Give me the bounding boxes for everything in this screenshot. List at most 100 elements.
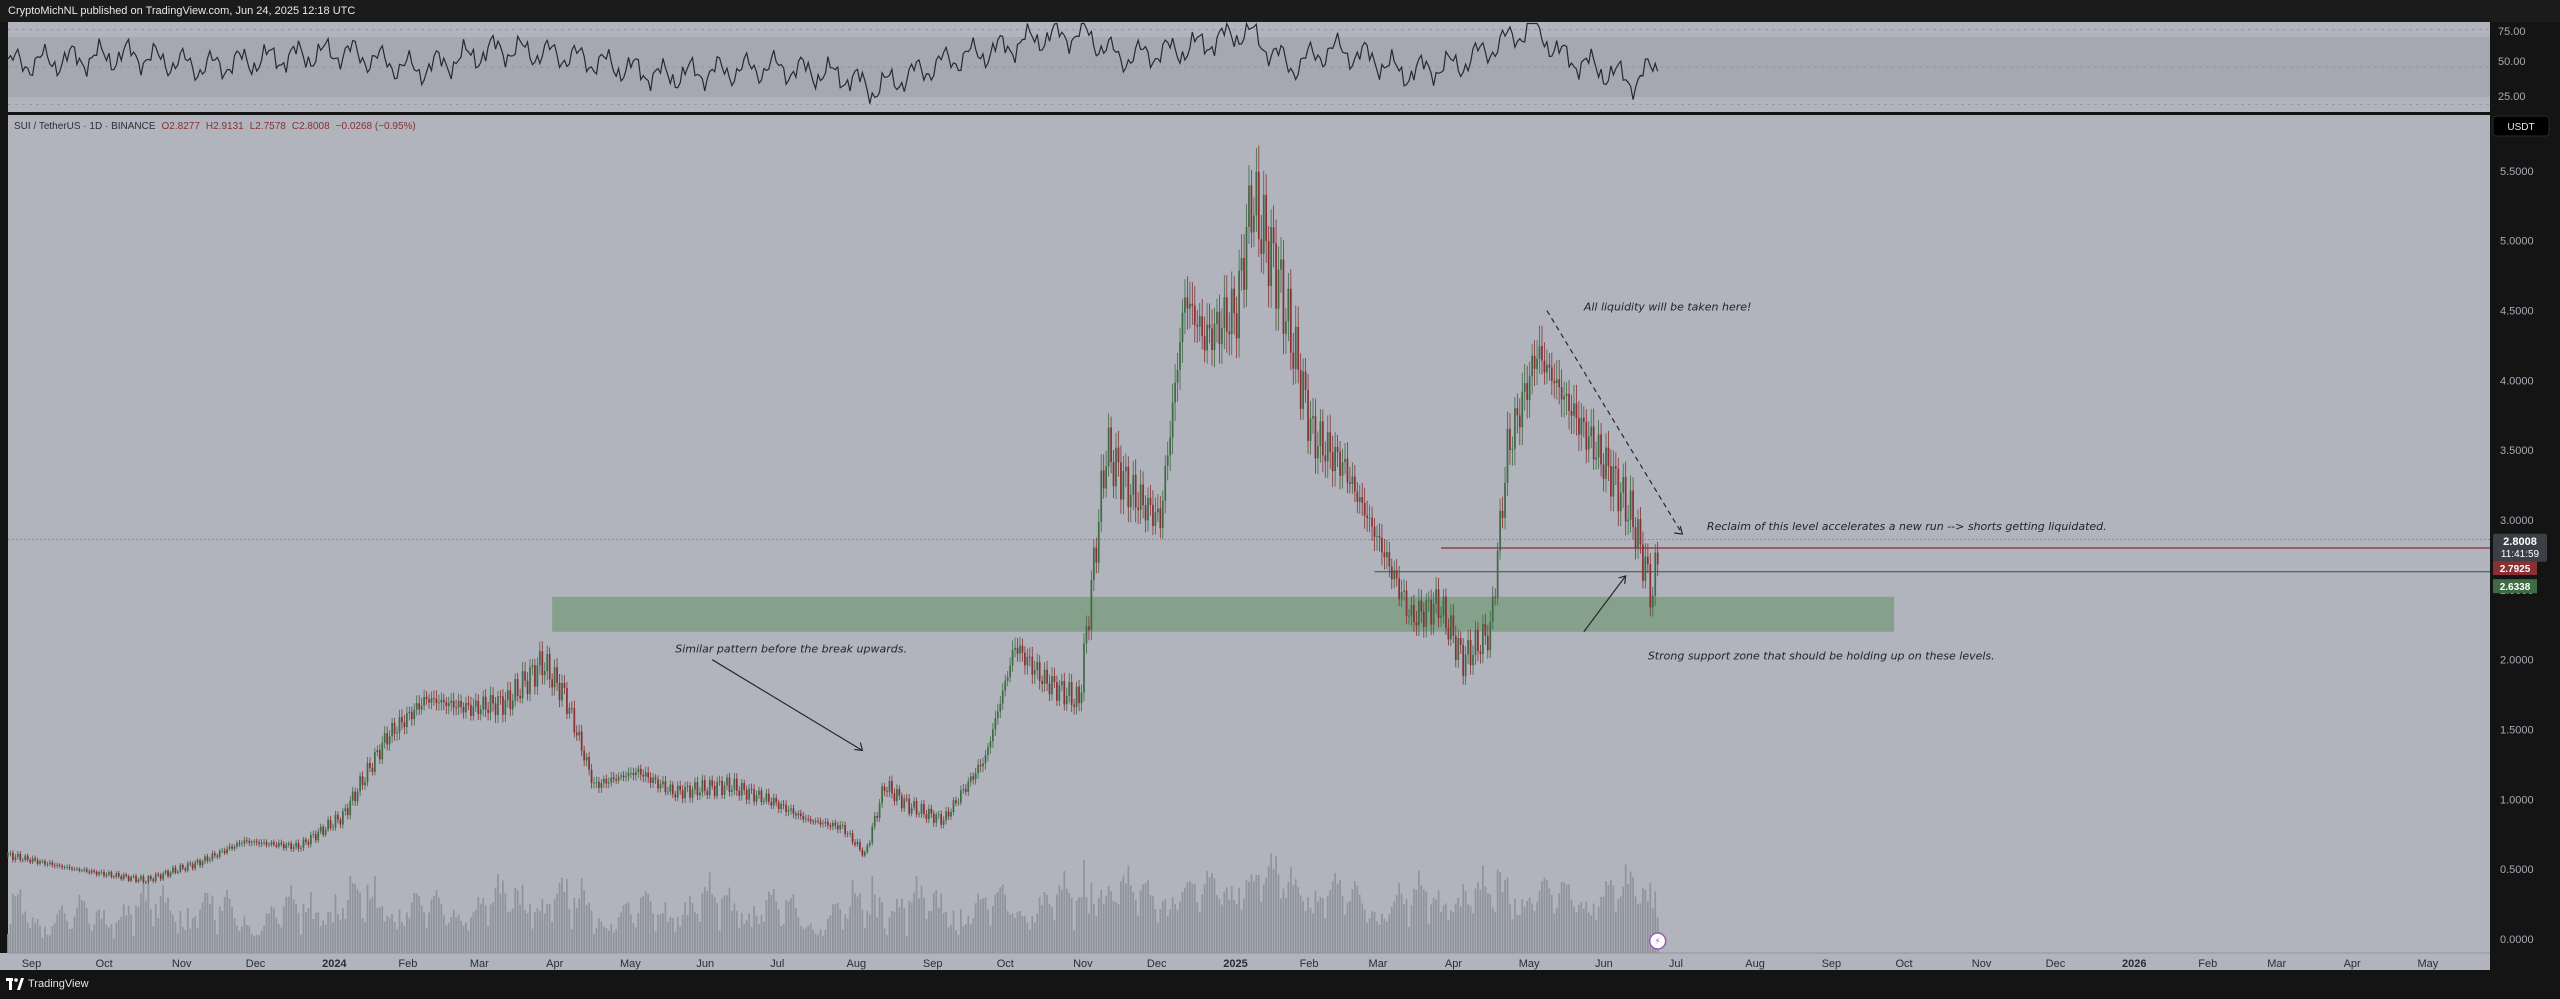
time-tick-label: Apr bbox=[546, 958, 563, 970]
volume-bar bbox=[637, 912, 640, 953]
volume-bar bbox=[546, 903, 549, 953]
volume-bar bbox=[406, 912, 408, 953]
candle-body bbox=[765, 793, 768, 801]
volume-bar bbox=[960, 909, 962, 953]
candle-body bbox=[1043, 669, 1046, 684]
currency-badge-box bbox=[2492, 115, 2550, 137]
volume-bar bbox=[1484, 886, 1487, 953]
candle-body bbox=[1240, 257, 1243, 271]
candle-body bbox=[849, 833, 851, 834]
candle-body bbox=[1309, 418, 1312, 441]
candle-body bbox=[1432, 603, 1435, 625]
currency-badge[interactable]: USDT bbox=[2492, 115, 2550, 137]
candle-body bbox=[329, 819, 332, 828]
candle-body bbox=[578, 731, 581, 736]
candle-body bbox=[883, 786, 886, 791]
candle-body bbox=[1294, 326, 1297, 369]
candle-body bbox=[940, 814, 943, 825]
candle-body bbox=[524, 671, 526, 681]
volume-bar bbox=[1319, 896, 1322, 953]
candle-body bbox=[942, 820, 945, 825]
volume-bar bbox=[1462, 883, 1465, 953]
candle-body bbox=[1083, 643, 1085, 693]
volume-bar bbox=[809, 923, 812, 953]
volume-bar bbox=[9, 924, 12, 953]
volume-bar bbox=[1297, 887, 1300, 953]
volume-bar bbox=[1053, 920, 1056, 953]
level-badge-red-box bbox=[2493, 561, 2537, 576]
candle-body bbox=[745, 789, 748, 800]
candle-body bbox=[1486, 635, 1489, 651]
last-price-value: 2.8008 bbox=[2503, 536, 2537, 548]
volume-bar bbox=[1164, 899, 1167, 953]
candle-body bbox=[1329, 432, 1332, 453]
volume-bar bbox=[1472, 913, 1474, 953]
volume-bar bbox=[117, 920, 120, 953]
time-tick-label: May bbox=[2417, 958, 2438, 970]
candle-body bbox=[718, 781, 721, 783]
candle-body bbox=[1021, 645, 1024, 653]
volume-bar bbox=[349, 875, 352, 953]
price-axis[interactable]: 5.50005.00004.50004.00003.50003.00002.50… bbox=[2490, 115, 2560, 970]
candle-body bbox=[349, 800, 352, 816]
candle-body bbox=[1467, 639, 1469, 655]
candle-body bbox=[1565, 393, 1568, 397]
candle-body bbox=[1474, 629, 1477, 655]
volume-bar bbox=[964, 924, 967, 953]
candle-body bbox=[159, 874, 162, 880]
time-axis[interactable]: Sep Oct Nov Dec 2024 Feb Mar Apr May Jun Jul Aug Sep… bbox=[0, 952, 2490, 970]
event-circle bbox=[1648, 932, 1667, 950]
symbol-legend[interactable]: SUI / TetherUS · 1D · BINANCE O2.8277 H2.9… bbox=[14, 121, 416, 132]
candle-body bbox=[654, 777, 657, 780]
candle-body bbox=[802, 816, 805, 820]
candle-body bbox=[140, 876, 142, 880]
candle-body bbox=[1450, 615, 1452, 640]
volume-bar bbox=[231, 906, 233, 953]
volume-bar bbox=[396, 929, 398, 953]
rsi-axis-background bbox=[2490, 22, 2560, 112]
last-price-badge: 2.8008 11:41:59 bbox=[2493, 533, 2547, 562]
volume-bar bbox=[56, 914, 59, 953]
candle-body bbox=[19, 853, 22, 861]
dividend-event-marker[interactable]: ⚡ bbox=[1648, 932, 1667, 950]
volume-bar bbox=[1582, 908, 1585, 953]
candle-body bbox=[1302, 371, 1304, 409]
candle-body bbox=[157, 874, 160, 876]
candle-body bbox=[369, 763, 371, 768]
chart-canvas[interactable]: 75.00 50.00 25.00 SUI / TetherUS · 1D · … bbox=[0, 22, 2560, 970]
volume-bar bbox=[1046, 895, 1048, 953]
volume-bar bbox=[1398, 883, 1401, 953]
volume-bar bbox=[145, 900, 147, 953]
candle-body bbox=[1405, 590, 1408, 616]
volume-bar bbox=[307, 908, 310, 953]
candle-body bbox=[721, 781, 723, 796]
candle-body bbox=[1361, 497, 1364, 503]
candle-body bbox=[213, 853, 216, 856]
candle-body bbox=[822, 823, 824, 825]
volume-bar bbox=[233, 918, 236, 953]
candle-body bbox=[546, 653, 549, 671]
volume-bar bbox=[1024, 915, 1026, 953]
candle-body bbox=[88, 871, 91, 873]
volume-bar bbox=[1235, 903, 1238, 953]
candle-body bbox=[676, 785, 679, 798]
volume-bar bbox=[1009, 914, 1011, 953]
volume-bar bbox=[583, 890, 586, 953]
candle-body bbox=[216, 855, 219, 857]
volume-bar bbox=[14, 896, 17, 953]
pane-separator[interactable] bbox=[0, 112, 2560, 115]
volume-bar bbox=[1646, 901, 1649, 953]
volume-bar bbox=[1477, 882, 1479, 953]
candle-body bbox=[1161, 500, 1164, 529]
candle-body bbox=[223, 850, 226, 854]
candle-body bbox=[1292, 352, 1295, 369]
candle-body bbox=[263, 842, 265, 843]
candle-body bbox=[1346, 458, 1349, 483]
volume-bar bbox=[1124, 883, 1127, 953]
similar-pattern-arrowhead bbox=[854, 742, 864, 752]
volume-bar bbox=[1115, 902, 1117, 953]
candle-body bbox=[117, 872, 120, 877]
volume-bar bbox=[260, 930, 263, 953]
candle-body bbox=[735, 778, 738, 791]
candle-body bbox=[570, 707, 573, 709]
